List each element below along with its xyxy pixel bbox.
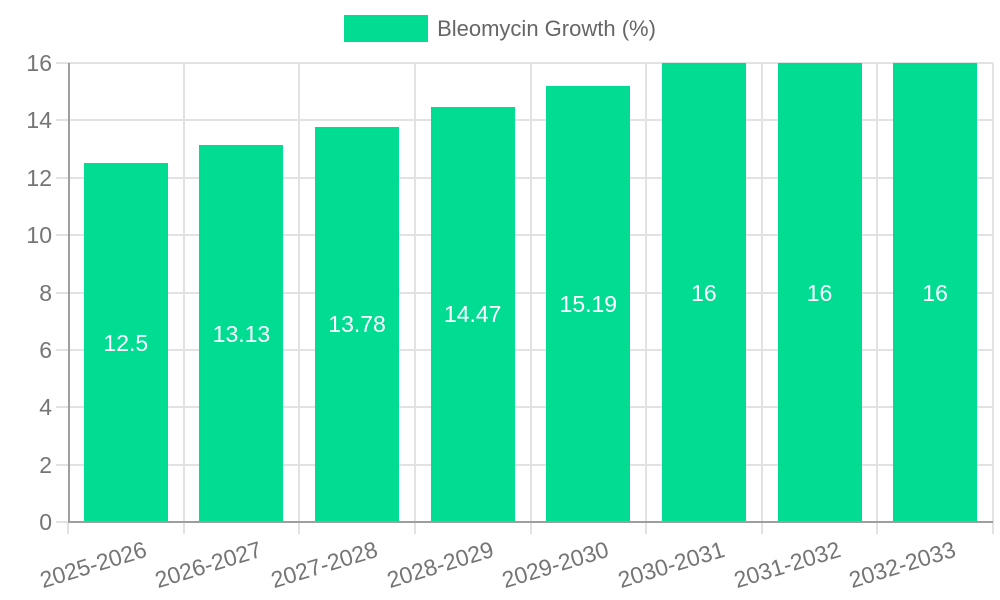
gridline	[645, 63, 648, 534]
y-tick-label: 10	[26, 222, 52, 249]
bar[interactable]	[199, 145, 284, 522]
gridline	[413, 63, 416, 534]
gridline	[56, 291, 993, 294]
y-tick-label: 0	[39, 509, 52, 535]
bar[interactable]	[546, 86, 631, 522]
gridline	[56, 176, 993, 179]
gridline	[529, 63, 532, 534]
gridline	[56, 234, 993, 237]
legend-label: Bleomycin Growth (%)	[437, 16, 656, 41]
gridline	[56, 463, 993, 466]
gridline	[760, 63, 763, 534]
gridline	[876, 63, 879, 534]
bar-value-label: 16	[922, 279, 948, 306]
y-tick-label: 16	[26, 50, 52, 76]
legend-swatch	[344, 15, 429, 42]
y-tick-label: 4	[39, 394, 52, 421]
gridline	[56, 119, 993, 122]
gridline	[56, 62, 993, 64]
bar[interactable]	[661, 63, 746, 522]
bar-value-label: 15.19	[559, 291, 618, 318]
gridline	[182, 63, 185, 534]
gridline	[298, 63, 301, 534]
bar[interactable]	[315, 126, 400, 522]
bar-value-label: 13.13	[212, 320, 271, 347]
y-tick-label: 8	[39, 279, 52, 306]
x-axis-line	[68, 521, 993, 523]
bar-value-label: 12.5	[103, 329, 149, 356]
bar-value-label: 14.47	[443, 301, 502, 328]
bar[interactable]	[430, 106, 515, 522]
gridline	[56, 406, 993, 409]
axis-tick	[67, 522, 69, 534]
bar[interactable]	[83, 163, 168, 522]
y-tick-label: 6	[39, 336, 52, 363]
y-tick-label: 2	[39, 451, 52, 478]
bar[interactable]	[777, 63, 862, 522]
y-tick-label: 14	[26, 107, 52, 134]
gridline	[56, 348, 993, 351]
bar[interactable]	[893, 63, 978, 522]
gridline	[992, 63, 994, 534]
y-axis-line	[68, 63, 70, 522]
bar-value-label: 16	[806, 279, 833, 306]
bar-value-label: 13.78	[328, 311, 386, 338]
y-tick-label: 12	[26, 164, 52, 191]
chart-legend[interactable]: Bleomycin Growth (%)	[0, 15, 1000, 42]
bar-value-label: 16	[691, 279, 717, 306]
